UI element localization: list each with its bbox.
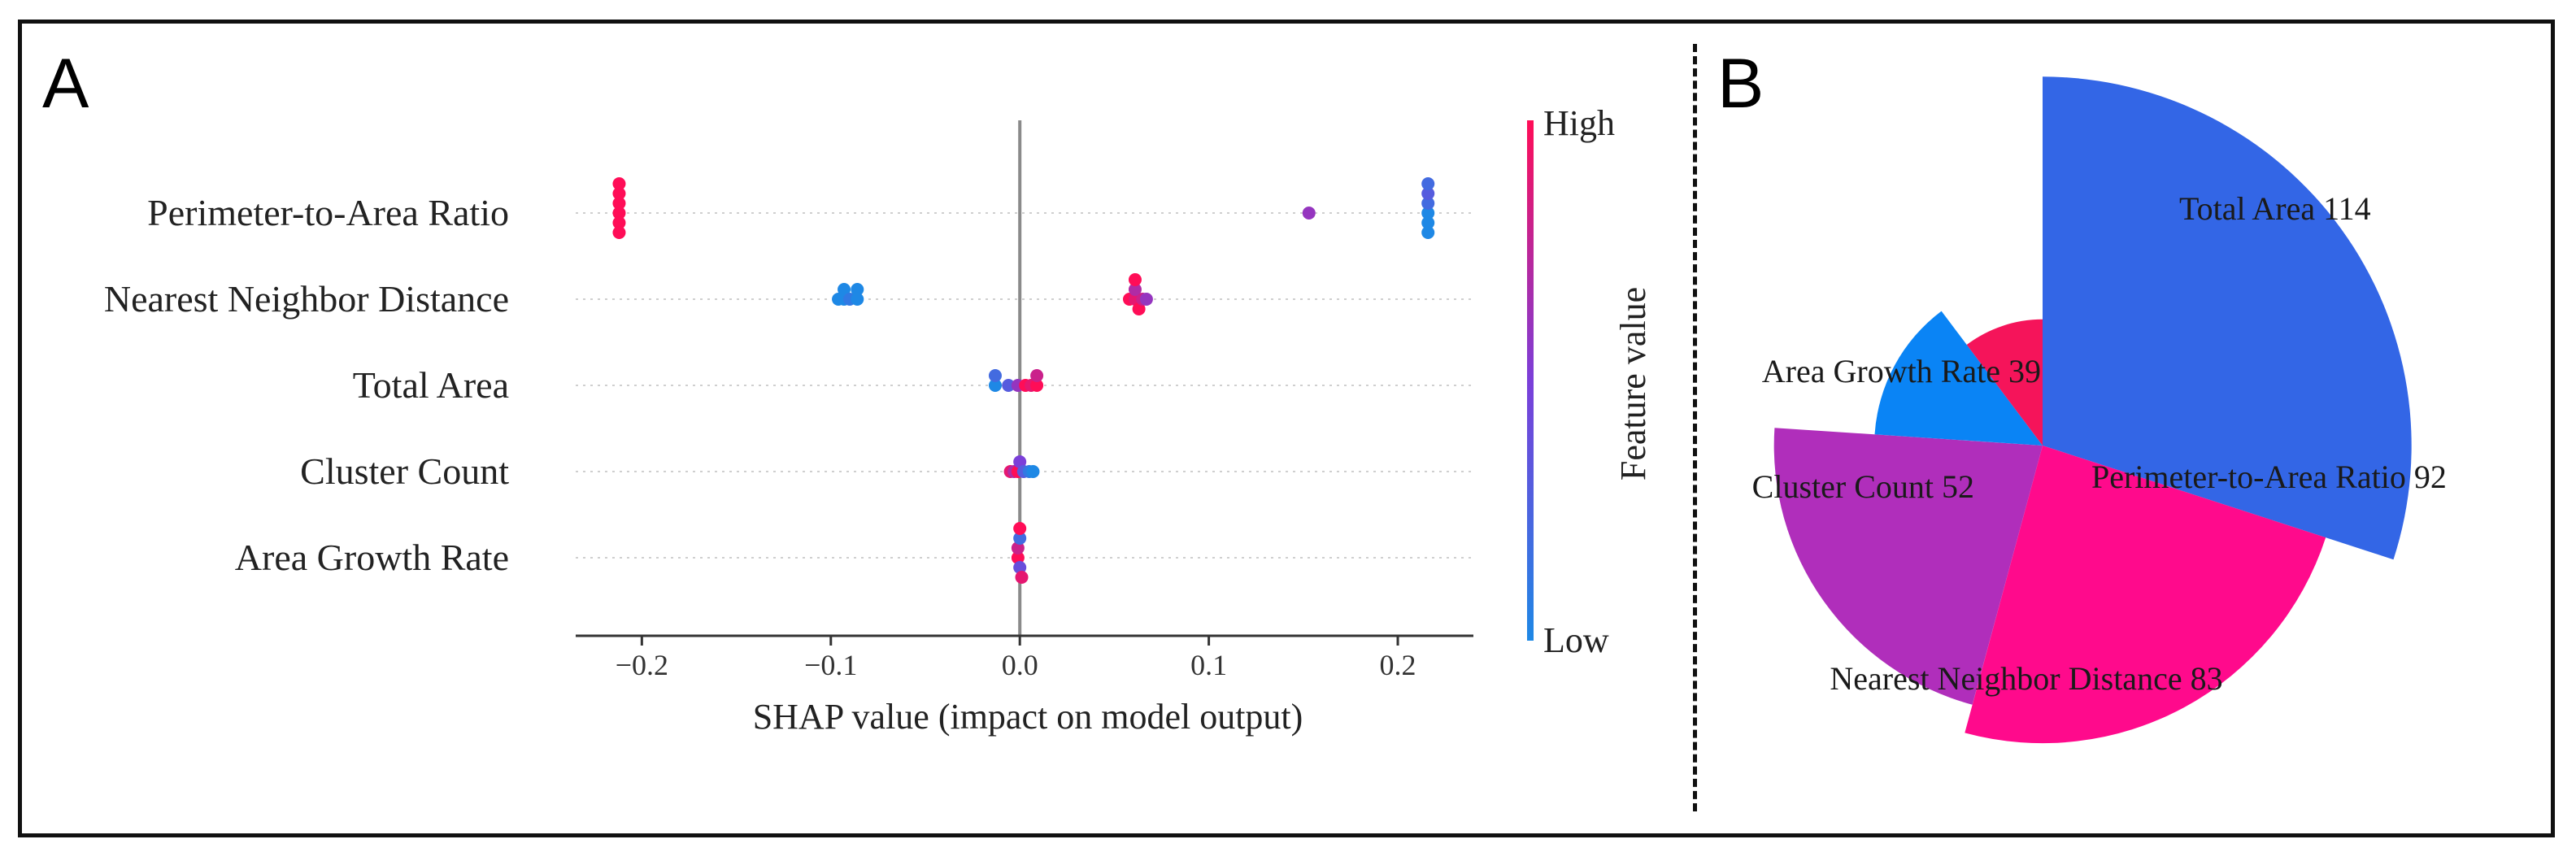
shap-point — [1421, 197, 1435, 210]
shap-point — [612, 216, 626, 229]
feature-label-cluster-count: Cluster Count — [300, 450, 509, 492]
colorbar-high-label: High — [1543, 103, 1615, 143]
rose-slice-area-growth-rate — [1966, 319, 2043, 446]
rose-slices — [1773, 76, 2412, 744]
shap-point — [612, 197, 626, 210]
rose-slice-total-area — [2043, 76, 2412, 560]
feature-labels: Perimeter-to-Area Ratio Nearest Neighbor … — [104, 192, 509, 578]
shap-point — [988, 379, 1002, 392]
shap-point — [612, 207, 626, 220]
rose-label-area-growth-rate: Area Growth Rate 39 — [1762, 353, 2041, 389]
rose-labels: Total Area 114 Perimeter-to-Area Ratio 92… — [1752, 190, 2447, 697]
shap-point — [1030, 379, 1044, 392]
colorbar-low-label: Low — [1543, 620, 1609, 660]
x-tick-label: 0.0 — [1002, 649, 1038, 681]
rose-label-perimeter-to-area-ratio: Perimeter-to-Area Ratio 92 — [2091, 459, 2447, 495]
x-tick-label: 0.1 — [1190, 649, 1227, 681]
shap-point — [1013, 522, 1027, 535]
shap-point — [1421, 177, 1435, 190]
shap-point — [1421, 226, 1435, 239]
shap-point — [612, 187, 626, 200]
shap-point — [1128, 273, 1142, 286]
shap-point — [1011, 551, 1025, 564]
shap-points — [612, 177, 1435, 584]
feature-label-perimeter-to-area-ratio: Perimeter-to-Area Ratio — [147, 192, 509, 233]
shap-summary-plot: −0.2 −0.1 0.0 0.1 0.2 Perimeter-to-Area Rati… — [104, 103, 1653, 737]
x-tick-label: 0.2 — [1380, 649, 1416, 681]
rose-slice-perimeter-to-area-ratio — [1965, 446, 2326, 744]
rose-slice-cluster-count — [1874, 311, 2043, 446]
panel-divider — [1693, 44, 1697, 811]
shap-point — [1139, 293, 1153, 306]
rose-label-nearest-neighbor-distance: Nearest Neighbor Distance 83 — [1830, 660, 2222, 697]
shap-point — [612, 226, 626, 239]
shap-point — [1421, 187, 1435, 200]
shap-point — [851, 283, 864, 296]
x-tick-label: −0.2 — [616, 649, 668, 681]
shap-point — [1015, 571, 1029, 584]
x-axis: −0.2 −0.1 0.0 0.1 0.2 — [576, 634, 1473, 681]
shap-point — [1030, 369, 1044, 382]
shap-point — [851, 293, 864, 306]
shap-point — [988, 369, 1002, 382]
rose-slice-nearest-neighbor-distance — [1773, 428, 2043, 705]
feature-label-area-growth-rate: Area Growth Rate — [235, 537, 509, 578]
panel-b-label: B — [1717, 45, 1764, 123]
colorbar — [1527, 120, 1534, 641]
colorbar-title: Feature value — [1613, 287, 1653, 481]
shap-point — [1128, 283, 1142, 296]
shap-point — [1002, 379, 1016, 392]
x-axis-label: SHAP value (impact on model output) — [753, 697, 1303, 737]
shap-point — [1013, 455, 1027, 468]
shap-point — [1013, 561, 1027, 574]
rose-label-cluster-count: Cluster Count 52 — [1752, 468, 1974, 505]
shap-point — [1302, 207, 1316, 220]
feature-label-nearest-neighbor-distance: Nearest Neighbor Distance — [104, 278, 509, 320]
shap-point — [838, 283, 851, 296]
shap-point — [1013, 532, 1027, 545]
panel-a-label: A — [42, 45, 89, 123]
shap-point — [612, 177, 626, 190]
shap-point — [1421, 207, 1435, 220]
shap-point — [1132, 302, 1146, 315]
shap-point — [1026, 465, 1040, 478]
shap-point — [1011, 541, 1025, 554]
rose-chart: Total Area 114 Perimeter-to-Area Ratio 92… — [1752, 76, 2447, 744]
x-tick-label: −0.1 — [804, 649, 857, 681]
shap-point — [1421, 216, 1435, 229]
rose-label-total-area: Total Area 114 — [2179, 190, 2371, 227]
feature-label-total-area: Total Area — [353, 364, 509, 406]
